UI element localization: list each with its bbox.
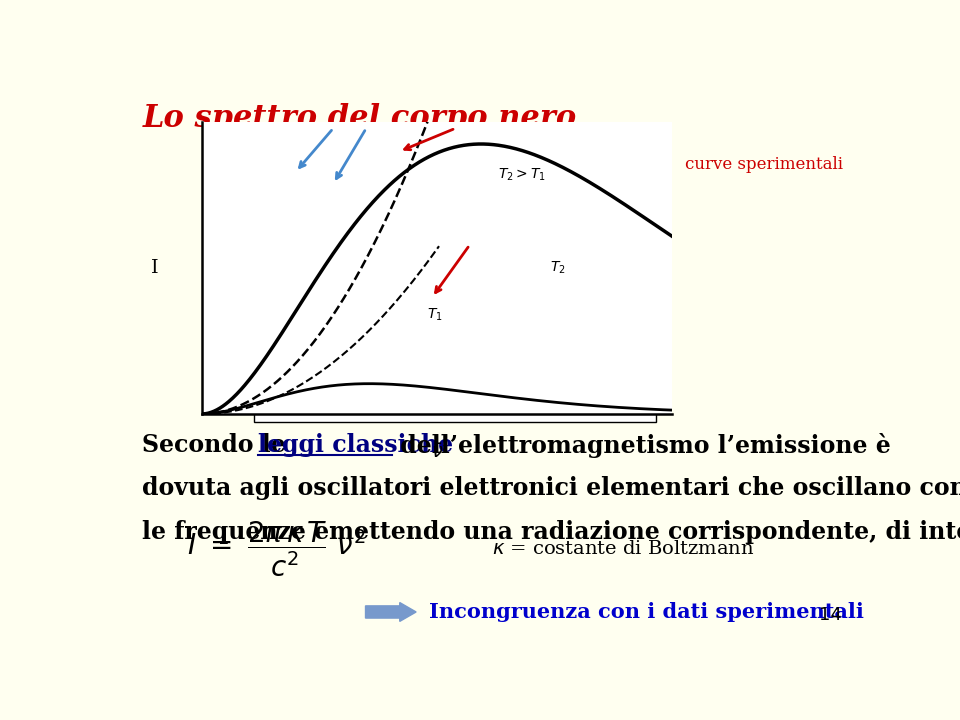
Text: $\bar{\nu}$: $\bar{\nu}$: [431, 443, 443, 462]
FancyBboxPatch shape: [253, 164, 656, 422]
Text: dell’elettromagnetismo l’emissione è: dell’elettromagnetismo l’emissione è: [392, 433, 890, 458]
Text: le frequenze emettendo una radiazione corrispondente, di intensità:: le frequenze emettendo una radiazione co…: [142, 519, 960, 544]
FancyArrow shape: [366, 603, 416, 621]
Text: I: I: [151, 259, 158, 277]
Text: Secondo le: Secondo le: [142, 433, 295, 457]
Text: leggi classiche: leggi classiche: [257, 433, 453, 457]
Text: Lo spettro del corpo nero: Lo spettro del corpo nero: [142, 103, 577, 134]
Text: $I \ = \ \dfrac{2\pi\, \kappa\, T}{c^{2}} \ \nu^2$: $I \ = \ \dfrac{2\pi\, \kappa\, T}{c^{2}…: [187, 520, 366, 579]
Text: 14: 14: [819, 606, 842, 624]
Text: $T_1$: $T_1$: [427, 307, 444, 323]
Text: $T_2 > T_1$: $T_2 > T_1$: [498, 167, 546, 183]
Text: dovuta agli oscillatori elettronici elementari che oscillano con tutte: dovuta agli oscillatori elettronici elem…: [142, 476, 960, 500]
Text: $T_2$: $T_2$: [550, 260, 565, 276]
Text: $\kappa$ = costante di Boltzmann: $\kappa$ = costante di Boltzmann: [492, 540, 755, 558]
Text: curve sperimentali: curve sperimentali: [685, 156, 844, 173]
Text: emissione secondo le leggi classiche: emissione secondo le leggi classiche: [225, 148, 558, 166]
Text: Incongruenza con i dati sperimentali: Incongruenza con i dati sperimentali: [429, 602, 864, 622]
